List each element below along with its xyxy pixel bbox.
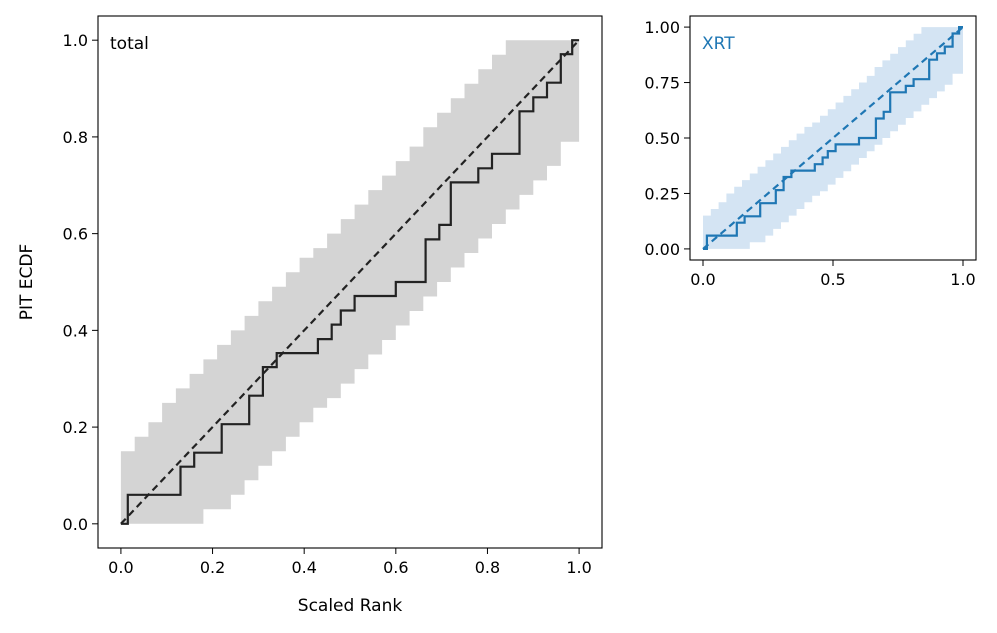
x-tick-label-total: 0.8	[475, 558, 500, 577]
x-tick-label-total: 0.4	[291, 558, 316, 577]
y-tick-label-total: 0.0	[63, 515, 88, 534]
x-tick-label-xrt: 0.5	[820, 270, 845, 289]
y-tick-label-xrt: 0.25	[644, 184, 680, 203]
y-axis-label-total: PIT ECDF	[17, 244, 37, 321]
x-axis-label-total: Scaled Rank	[298, 596, 403, 616]
panel-xrt: 0.0 0.5 1.0 0.00 0.25 0.50 0.75 1.00 XRT	[644, 15, 977, 289]
y-tick-label-xrt: 1.00	[644, 18, 680, 37]
x-tick-label-total: 0.6	[383, 558, 408, 577]
x-tick-label-xrt: 0.0	[690, 270, 715, 289]
x-tick-label-xrt: 1.0	[950, 270, 975, 289]
y-tick-label-total: 0.8	[63, 128, 88, 147]
y-tick-label-total: 0.2	[63, 418, 88, 437]
panel-total: 0.0 0.2 0.4 0.6 0.8 1.0 0.0 0.2 0.4 0.6 0.8 1.0 tota…	[17, 15, 603, 616]
y-tick-label-total: 0.6	[63, 225, 88, 244]
y-tick-label-xrt: 0.00	[644, 240, 680, 259]
y-tick-label-xrt: 0.50	[644, 129, 680, 148]
x-tick-label-total: 0.2	[200, 558, 225, 577]
x-tick-label-total: 0.0	[108, 558, 133, 577]
y-tick-label-total: 0.4	[63, 321, 88, 340]
ecdf-line-xrt	[703, 26, 963, 250]
panel-annotation-total: total	[110, 34, 149, 54]
x-tick-label-total: 1.0	[566, 558, 591, 577]
y-tick-label-total: 1.0	[63, 31, 88, 50]
ecdf-line-total	[120, 39, 580, 525]
y-tick-label-xrt: 0.75	[644, 74, 680, 93]
panel-annotation-xrt: XRT	[702, 34, 735, 54]
axes-frame-total	[97, 15, 603, 549]
reference-line-total	[120, 39, 580, 525]
